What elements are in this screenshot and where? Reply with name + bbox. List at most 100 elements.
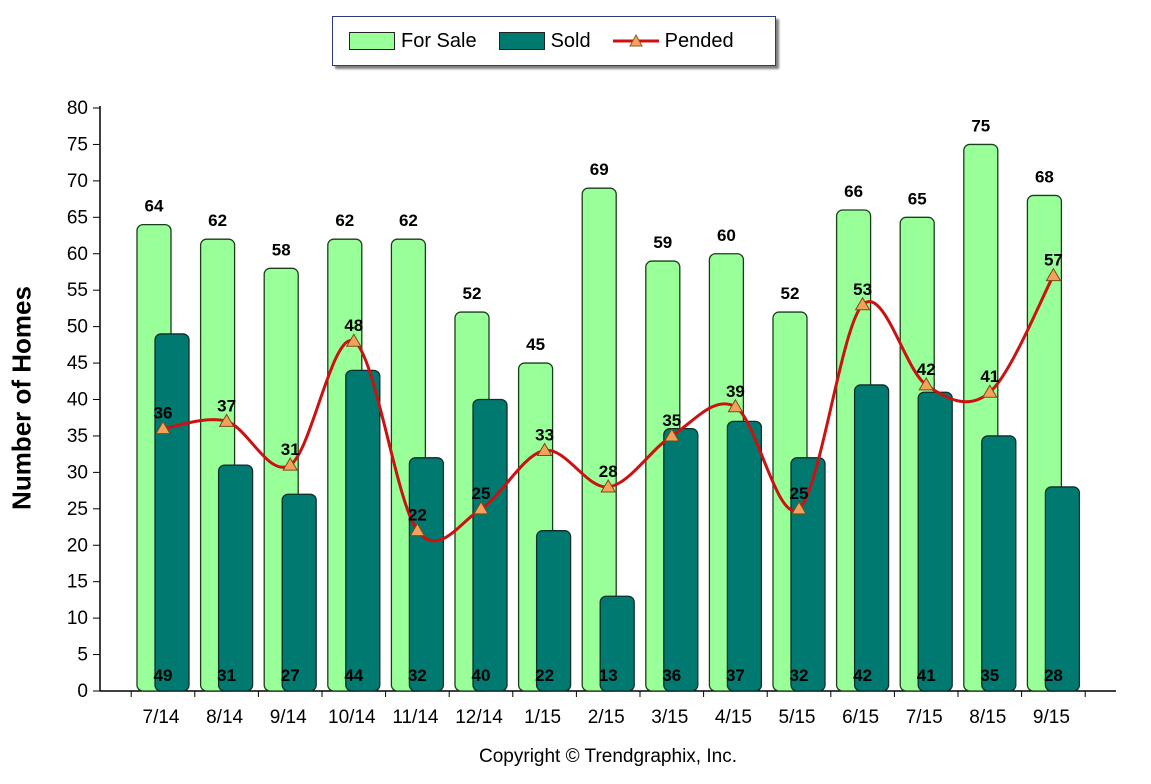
pended-value-label: 48 xyxy=(344,316,363,335)
for-sale-value-label: 69 xyxy=(590,160,609,179)
pended-value-label: 25 xyxy=(472,484,491,503)
pended-swatch xyxy=(612,33,659,47)
legend-label-sold: Sold xyxy=(550,29,591,52)
sold-bar xyxy=(217,464,254,692)
y-tick-label: 75 xyxy=(67,134,88,155)
y-tick-label: 45 xyxy=(67,353,88,374)
y-tick-label: 50 xyxy=(67,317,88,338)
pended-value-label: 31 xyxy=(281,440,300,459)
legend-item-sold: Sold xyxy=(498,29,591,53)
y-tick-label: 0 xyxy=(77,681,88,702)
x-tick-label: 10/14 xyxy=(328,707,376,728)
sold-value-label: 13 xyxy=(599,666,618,685)
for-sale-value-label: 52 xyxy=(781,284,800,303)
pended-marker xyxy=(854,296,871,311)
for-sale-value-label: 64 xyxy=(145,197,164,216)
sold-bar xyxy=(535,530,572,692)
for-sale-value-label: 68 xyxy=(1035,167,1054,186)
sold-bar xyxy=(408,457,445,692)
sold-value-label: 22 xyxy=(535,666,554,685)
sold-value-label: 35 xyxy=(980,666,999,685)
y-tick-label: 10 xyxy=(67,608,88,629)
sold-bar xyxy=(853,384,890,692)
sold-value-label: 27 xyxy=(281,666,300,685)
x-tick-label: 3/15 xyxy=(651,707,688,728)
copyright-text: Copyright © Trendgraphix, Inc. xyxy=(479,746,737,767)
pended-value-label: 39 xyxy=(726,382,745,401)
pended-marker xyxy=(473,500,489,515)
y-tick-label: 70 xyxy=(67,171,88,192)
pended-value-label: 22 xyxy=(408,506,427,525)
legend-label-pended: Pended xyxy=(664,29,734,52)
y-tick-label: 55 xyxy=(67,280,88,301)
pended-value-label: 53 xyxy=(853,280,872,299)
sold-value-label: 42 xyxy=(853,666,872,685)
x-tick-label: 8/15 xyxy=(969,707,1006,728)
y-tick-label: 20 xyxy=(67,535,88,556)
sold-bar xyxy=(981,435,1017,692)
sold-value-label: 49 xyxy=(154,666,173,685)
sold-bar xyxy=(663,427,699,692)
sold-value-label: 40 xyxy=(472,666,491,685)
sold-bar xyxy=(726,420,763,692)
pended-marker xyxy=(536,442,553,457)
for-sale-value-label: 58 xyxy=(272,240,291,259)
y-tick-label: 65 xyxy=(67,207,88,228)
for-sale-value-label: 66 xyxy=(844,182,863,201)
pended-marker xyxy=(663,427,680,442)
for-sale-bar xyxy=(581,187,617,692)
pended-value-label: 33 xyxy=(535,426,554,445)
sold-bar xyxy=(599,595,635,692)
for-sale-swatch xyxy=(349,32,395,50)
y-tick-label: 5 xyxy=(77,645,88,666)
sold-value-label: 41 xyxy=(917,666,936,685)
sold-value-label: 31 xyxy=(217,666,236,685)
legend-label-for-sale: For Sale xyxy=(401,29,477,52)
x-tick-label: 1/15 xyxy=(524,707,561,728)
x-tick-label: 9/15 xyxy=(1033,707,1070,728)
sold-bar xyxy=(345,369,381,692)
pended-value-label: 35 xyxy=(662,411,681,430)
for-sale-value-label: 45 xyxy=(526,335,545,354)
sold-value-label: 36 xyxy=(662,666,681,685)
pended-value-label: 36 xyxy=(154,404,173,423)
x-tick-label: 7/15 xyxy=(906,707,943,728)
for-sale-value-label: 62 xyxy=(335,211,354,230)
sold-value-label: 37 xyxy=(726,666,745,685)
sold-bar xyxy=(472,398,508,692)
for-sale-value-label: 60 xyxy=(717,226,736,245)
pended-marker xyxy=(155,420,171,435)
for-sale-value-label: 62 xyxy=(208,211,227,230)
pended-value-label: 42 xyxy=(917,360,936,379)
sold-value-label: 44 xyxy=(344,666,363,685)
x-tick-label: 9/14 xyxy=(270,707,307,728)
pended-value-label: 25 xyxy=(790,484,809,503)
x-tick-label: 11/14 xyxy=(392,707,439,728)
legend-item-for-sale: For Sale xyxy=(349,30,477,53)
x-tick-label: 8/14 xyxy=(206,707,243,728)
pended-marker xyxy=(600,478,617,493)
pended-marker xyxy=(282,457,299,471)
x-tick-label: 6/15 xyxy=(842,707,879,728)
y-tick-label: 40 xyxy=(67,390,88,411)
pended-marker xyxy=(409,522,426,537)
y-tick-label: 25 xyxy=(67,499,88,520)
for-sale-value-label: 59 xyxy=(653,233,672,252)
legend-item-pended: Pended xyxy=(612,29,734,53)
pended-value-label: 41 xyxy=(980,367,999,386)
y-axis-label: Number of Homes xyxy=(6,286,37,510)
sold-bar xyxy=(154,333,190,692)
pended-value-label: 28 xyxy=(599,462,618,481)
sold-bar xyxy=(281,493,317,692)
x-tick-label: 2/15 xyxy=(588,707,625,728)
pended-marker xyxy=(791,500,807,515)
for-sale-value-label: 75 xyxy=(971,116,990,135)
pended-marker xyxy=(918,376,935,391)
sold-bar xyxy=(1044,486,1081,692)
for-sale-value-label: 62 xyxy=(399,211,418,230)
pended-marker xyxy=(727,398,744,413)
sold-value-label: 32 xyxy=(790,666,809,685)
for-sale-value-label: 65 xyxy=(908,189,927,208)
x-tick-label: 5/15 xyxy=(779,707,816,728)
